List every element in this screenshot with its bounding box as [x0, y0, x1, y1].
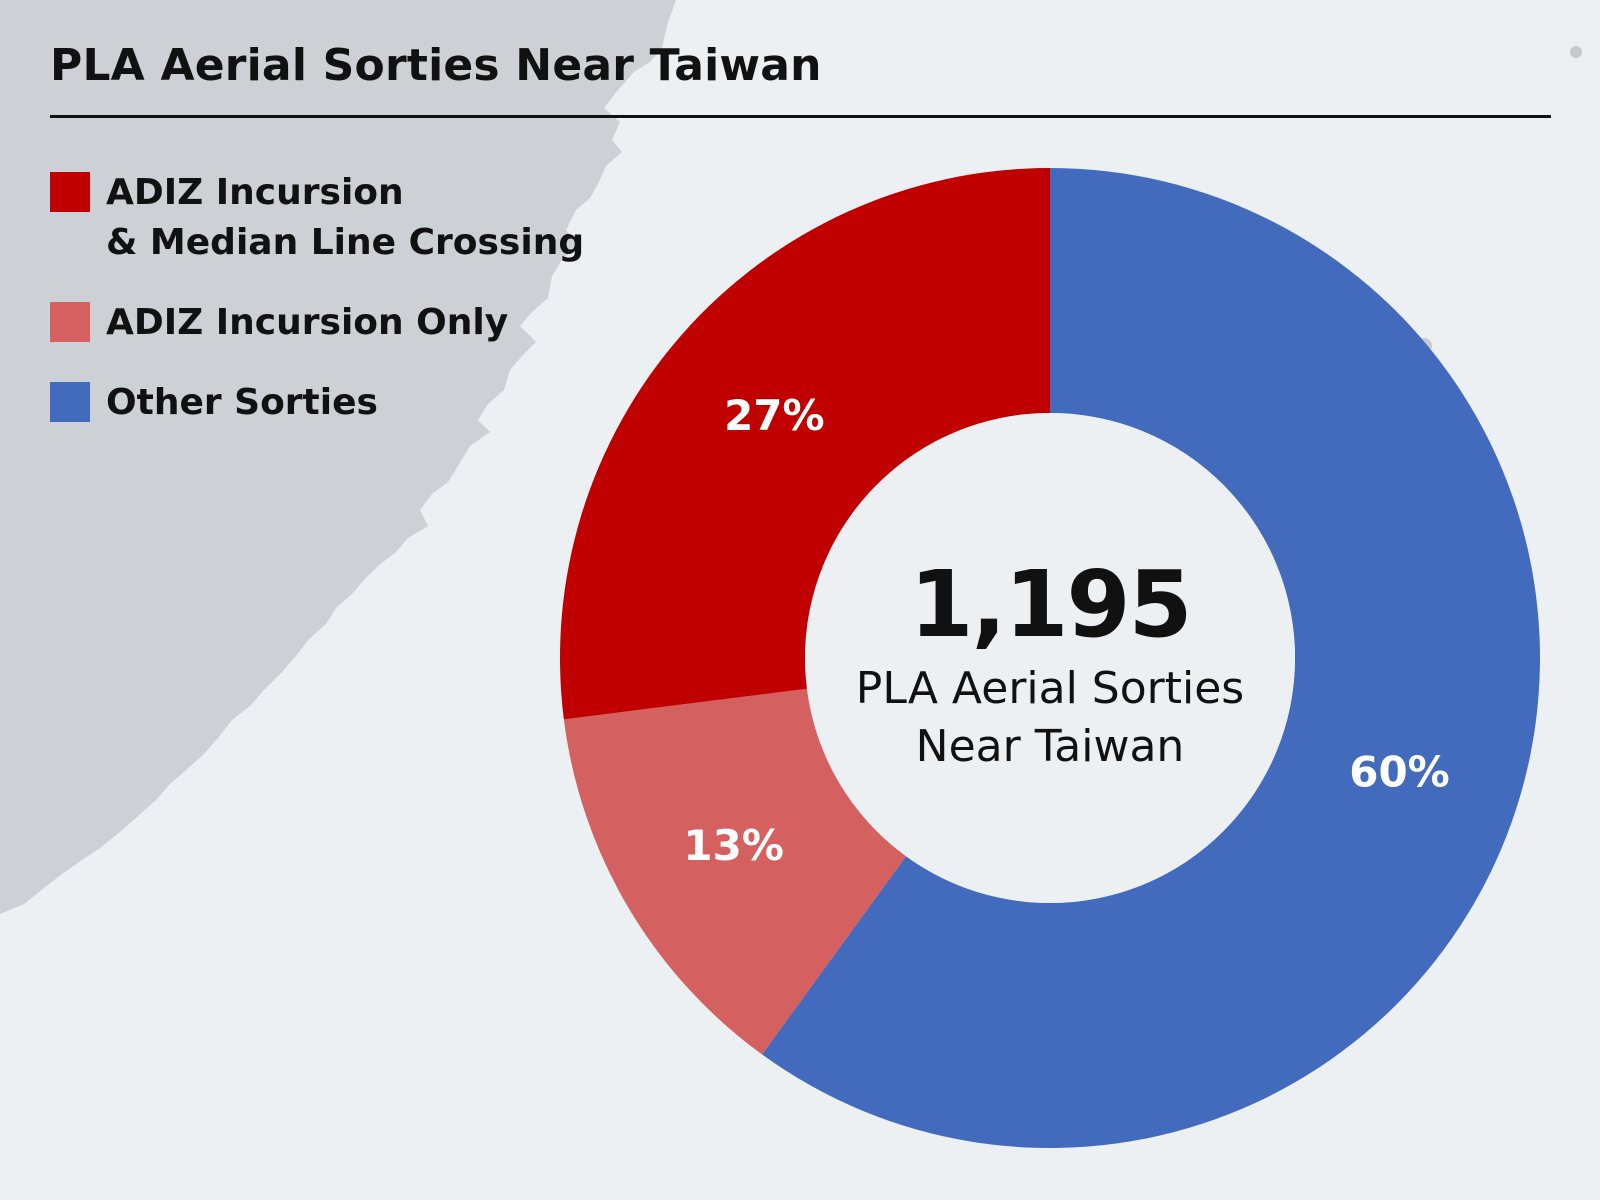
- legend-item: Other Sorties: [50, 378, 584, 428]
- caption-line-1: PLA Aerial Sorties: [855, 663, 1245, 714]
- donut-slices: [559, 168, 1540, 1149]
- legend-label: ADIZ Incursion Only: [106, 302, 509, 343]
- legend-label: & Median Line Crossing: [106, 222, 585, 263]
- donut-hole: [805, 413, 1295, 903]
- legend-item: ADIZ Incursion Only: [50, 298, 584, 348]
- legend-swatch: [50, 172, 90, 212]
- caption-line-2: Near Taiwan: [915, 721, 1185, 772]
- chart-title: PLA Aerial Sorties Near Taiwan: [50, 40, 822, 91]
- legend-item: ADIZ Incursion & Median Line Crossing: [50, 168, 584, 268]
- total-sorties-value: 1,195: [909, 551, 1192, 658]
- donut-slice-labels: 60% 13% 27%: [683, 391, 1449, 870]
- legend-swatch: [50, 382, 90, 422]
- legend-label: ADIZ Incursion: [106, 172, 404, 213]
- legend-label: Other Sorties: [106, 382, 378, 423]
- legend: ADIZ Incursion & Median Line Crossing ADIZ…: [50, 168, 584, 458]
- mainland-china-landmass: [0, 0, 676, 914]
- total-sorties-caption: PLA Aerial Sorties Near Taiwan: [850, 660, 1250, 776]
- slice-percent-label: 13%: [683, 821, 784, 870]
- slice-percent-label: 27%: [724, 391, 825, 440]
- island-dot: [1570, 46, 1582, 58]
- donut-slice: [559, 168, 1050, 720]
- donut-center-text: 1,195 PLA Aerial Sorties Near Taiwan: [850, 550, 1250, 776]
- title-divider: [50, 115, 1551, 118]
- donut-slice: [761, 168, 1540, 1149]
- donut-slice: [563, 688, 906, 1055]
- slice-percent-label: 60%: [1349, 748, 1450, 797]
- legend-swatch: [50, 302, 90, 342]
